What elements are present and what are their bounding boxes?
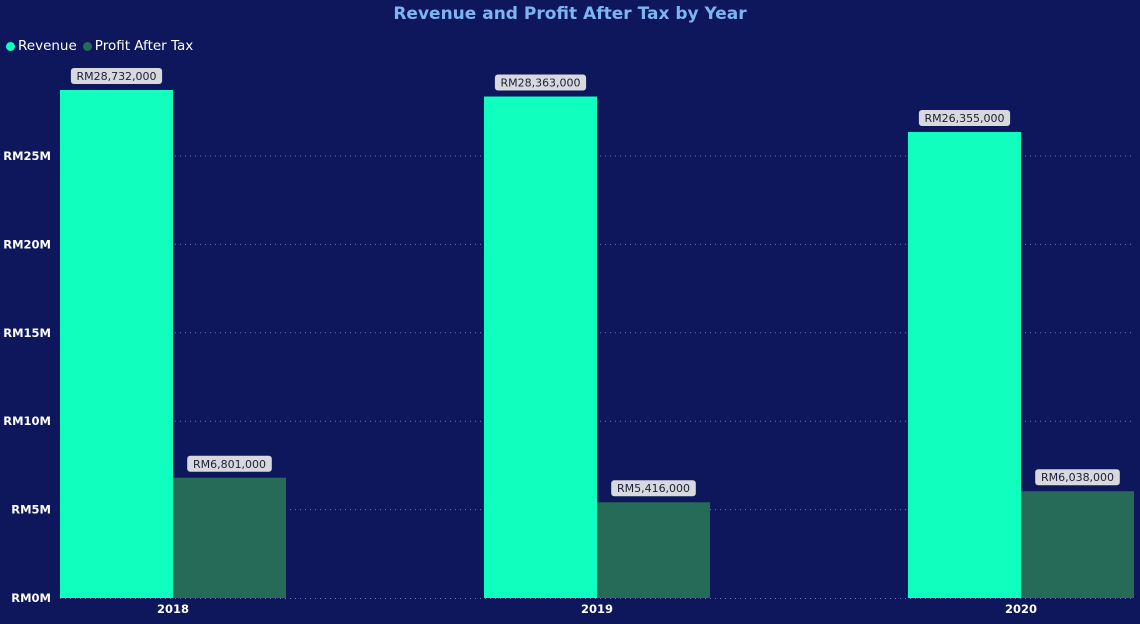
data-label: RM26,355,000: [924, 112, 1004, 125]
y-tick-label: RM15M: [3, 326, 51, 340]
y-tick-label: RM0M: [11, 591, 51, 605]
chart-title: Revenue and Profit After Tax by Year: [393, 4, 747, 24]
x-tick-label: 2020: [1005, 602, 1037, 616]
bar-profit-after-tax-2019[interactable]: [597, 502, 710, 598]
y-tick-label: RM20M: [3, 237, 51, 251]
legend-item-revenue[interactable]: Revenue: [6, 38, 77, 54]
x-tick-label: 2019: [581, 602, 613, 616]
data-label-bg: [1035, 469, 1120, 486]
bar-revenue-2020[interactable]: [908, 132, 1021, 599]
data-label: RM6,038,000: [1041, 471, 1114, 484]
y-tick-label: RM10M: [3, 414, 51, 428]
bar-profit-after-tax-2018[interactable]: [173, 477, 286, 598]
bar-profit-after-tax-2020[interactable]: [1021, 491, 1134, 598]
data-label-bg: [494, 74, 587, 91]
data-label-bg: [918, 110, 1011, 127]
legend-swatch-profit-after-tax: [82, 41, 92, 51]
data-label-bg: [611, 480, 696, 497]
bar-revenue-2019[interactable]: [484, 96, 597, 598]
data-label: RM6,801,000: [193, 458, 266, 471]
data-label-bg: [187, 455, 272, 472]
bar-revenue-2018[interactable]: [60, 90, 173, 598]
data-label: RM5,416,000: [617, 482, 690, 495]
y-tick-label: RM25M: [3, 149, 51, 163]
legend-label-revenue: Revenue: [18, 38, 77, 54]
data-label: RM28,732,000: [76, 70, 156, 83]
data-label: RM28,363,000: [500, 77, 580, 90]
legend-swatch-revenue: [6, 41, 15, 51]
legend-item-profit-after-tax[interactable]: Profit After Tax: [82, 38, 194, 54]
chart-legend[interactable]: Revenue Profit After Tax: [6, 38, 199, 54]
data-label-bg: [70, 68, 163, 84]
y-tick-label: RM5M: [11, 503, 51, 517]
legend-label-profit-after-tax: Profit After Tax: [94, 38, 194, 54]
x-tick-label: 2018: [157, 602, 189, 616]
